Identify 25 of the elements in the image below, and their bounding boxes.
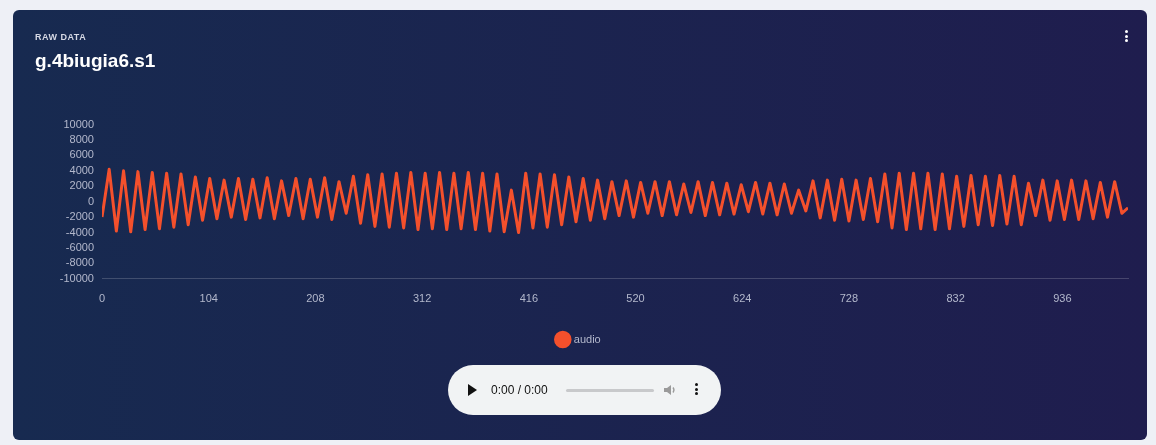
x-tick-label: 208 [306,292,325,305]
y-tick-label: -4000 [65,225,94,238]
y-tick-label: 6000 [69,148,94,161]
y-tick-label: 0 [87,194,94,207]
x-tick-label: 936 [1053,292,1072,305]
y-tick-label: 8000 [69,133,94,146]
y-tick-label: -2000 [65,210,94,223]
y-tick-label: 2000 [69,179,94,192]
audio-player: 0:00 / 0:00 [448,365,721,415]
y-tick-label: 10000 [63,117,94,130]
chart-title: g.4biugia6.s1 [35,50,156,72]
x-tick-label: 728 [839,292,859,305]
y-tick-label: -10000 [59,271,94,284]
x-tick-label: 832 [946,292,965,305]
x-tick-label: 416 [519,292,538,305]
x-tick-label: 520 [626,292,645,305]
x-tick-label: 0 [98,292,106,305]
x-tick-label: 624 [733,292,752,305]
x-tick-label: 104 [199,292,218,305]
y-tick-label: -6000 [65,240,94,253]
x-tick-label: 312 [412,292,432,305]
y-tick-label: -8000 [65,256,94,269]
chart-subtitle: RAW DATA [35,32,87,42]
legend-label: audio [573,332,601,345]
y-tick-label: 4000 [69,163,94,176]
